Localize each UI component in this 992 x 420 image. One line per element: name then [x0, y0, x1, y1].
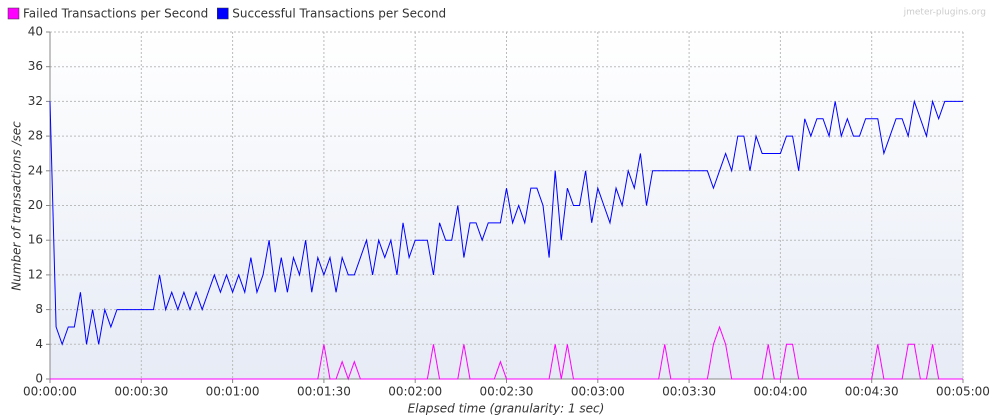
- x-tick-label: 00:01:30: [297, 385, 351, 399]
- x-tick-label: 00:04:30: [845, 385, 899, 399]
- y-tick-label: 8: [35, 302, 43, 316]
- y-tick-label: 40: [28, 25, 43, 39]
- x-tick-label: 00:00:30: [114, 385, 168, 399]
- y-tick-label: 32: [28, 94, 43, 108]
- series-line: [49, 99, 963, 346]
- legend-label: Successful Transactions per Second: [232, 7, 446, 21]
- y-axis-title: Number of transactions /sec: [10, 121, 24, 291]
- x-tick-label: 00:02:00: [388, 385, 442, 399]
- y-tick-label: 36: [28, 59, 43, 73]
- y-tick-label: 0: [35, 372, 43, 386]
- legend-swatch: [217, 7, 229, 20]
- series-line: [50, 325, 963, 381]
- watermark: jmeter-plugins.org: [903, 8, 986, 18]
- y-tick-label: 12: [28, 267, 43, 281]
- x-tick-label: 00:03:30: [662, 385, 716, 399]
- x-tick-label: 00:05:00: [936, 385, 990, 399]
- legend-label: Failed Transactions per Second: [23, 7, 208, 21]
- x-axis-title: Elapsed time (granularity: 1 sec): [408, 402, 605, 416]
- x-tick-label: 00:00:00: [23, 385, 77, 399]
- x-tick-label: 00:03:00: [571, 385, 625, 399]
- y-tick-label: 4: [35, 337, 43, 351]
- x-tick-label: 00:01:00: [206, 385, 260, 399]
- y-tick-label: 28: [28, 129, 43, 143]
- y-tick-label: 24: [28, 163, 43, 177]
- legend-swatch: [7, 7, 20, 20]
- y-tick-label: 20: [28, 198, 43, 212]
- x-tick-label: 00:02:30: [480, 385, 534, 399]
- y-tick-label: 16: [28, 233, 43, 247]
- x-tick-label: 00:04:00: [753, 385, 807, 399]
